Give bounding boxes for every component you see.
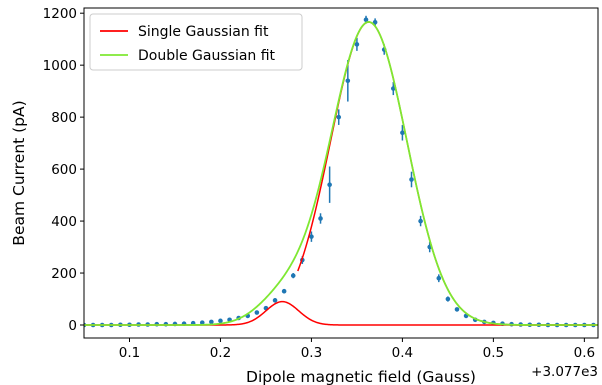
data-point	[327, 182, 332, 187]
data-point	[318, 216, 323, 221]
y-tick-label: 800	[51, 110, 77, 126]
y-tick-label: 600	[51, 162, 77, 178]
x-axis-label: Dipole magnetic field (Gauss)	[246, 368, 476, 385]
data-point	[400, 130, 405, 136]
data-point	[272, 298, 278, 303]
legend: Single Gaussian fit Double Gaussian fit	[89, 13, 303, 71]
y-tick-label: 200	[51, 266, 77, 282]
data-point	[418, 218, 423, 224]
legend-entry-label: Double Gaussian fit	[138, 48, 276, 64]
data-point	[454, 307, 460, 312]
data-point	[309, 234, 314, 239]
x-tick-label: 0.3	[301, 345, 322, 361]
data-point	[345, 78, 351, 84]
axes-frame	[83, 7, 599, 339]
x-tick-label: 0.6	[574, 345, 595, 361]
x-tick-label: 0.5	[483, 345, 504, 361]
axes-layer: 0.1 0.2 0.3 0.4 0.5 0.6 0 200 400 600 800 1000 1200	[43, 6, 599, 361]
data-point	[254, 310, 260, 315]
data-point	[354, 42, 360, 47]
y-tick-label: 1200	[43, 6, 77, 22]
data-point	[436, 275, 442, 281]
data-point	[445, 296, 451, 302]
x-tick-label: 0.4	[392, 345, 413, 361]
y-axis-label: Beam Current (pA)	[10, 100, 28, 245]
x-axis-offset-label: +3.077e3	[531, 364, 598, 380]
data-point	[409, 177, 414, 182]
data-point	[199, 320, 205, 325]
data-point	[290, 273, 296, 278]
data-point	[218, 318, 223, 324]
data-point	[372, 19, 378, 25]
y-tick-label: 1000	[43, 58, 77, 74]
curve-layer	[84, 21, 598, 326]
double-gaussian-fit-line	[84, 21, 598, 326]
data-point	[209, 319, 214, 325]
data-point	[391, 86, 396, 91]
data-point	[336, 114, 342, 120]
data-point	[281, 288, 287, 294]
data-point	[363, 17, 369, 22]
x-tick-label: 0.2	[210, 345, 231, 361]
x-tick-label: 0.1	[119, 345, 140, 361]
legend-entry-label: Single Gaussian fit	[138, 24, 269, 40]
y-tick-label: 400	[51, 214, 77, 230]
legend-box	[89, 13, 303, 71]
y-tick-label: 0	[68, 318, 77, 334]
